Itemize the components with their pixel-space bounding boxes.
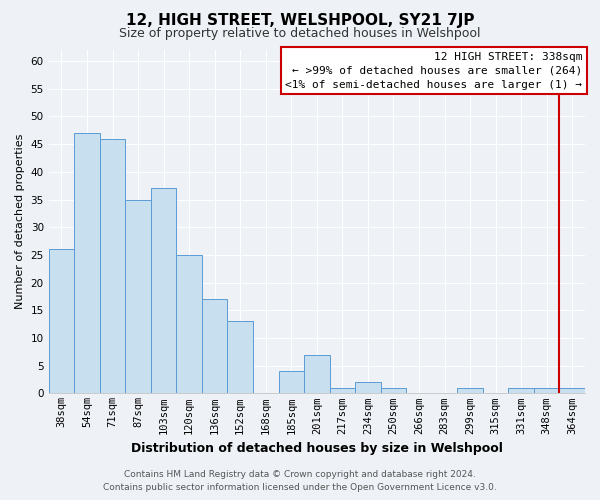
Bar (151, 188, 176, 394)
Bar (355, 382, 380, 394)
Bar (304, 354, 329, 394)
Bar (227, 322, 253, 394)
Text: 12 HIGH STREET: 338sqm
← >99% of detached houses are smaller (264)
<1% of semi-d: 12 HIGH STREET: 338sqm ← >99% of detache… (286, 52, 583, 90)
Text: Size of property relative to detached houses in Welshpool: Size of property relative to detached ho… (119, 28, 481, 40)
Bar (176, 255, 202, 394)
Bar (49, 250, 74, 394)
Text: Contains HM Land Registry data © Crown copyright and database right 2024.
Contai: Contains HM Land Registry data © Crown c… (103, 470, 497, 492)
Bar (100, 138, 125, 394)
Y-axis label: Number of detached properties: Number of detached properties (15, 134, 25, 310)
Bar (125, 200, 151, 394)
Bar (457, 388, 483, 394)
Text: 12, HIGH STREET, WELSHPOOL, SY21 7JP: 12, HIGH STREET, WELSHPOOL, SY21 7JP (126, 12, 474, 28)
Bar (74, 133, 100, 394)
Bar (534, 388, 559, 394)
Bar (278, 371, 304, 394)
Bar (559, 388, 585, 394)
X-axis label: Distribution of detached houses by size in Welshpool: Distribution of detached houses by size … (131, 442, 503, 455)
Bar (329, 388, 355, 394)
Bar (202, 299, 227, 394)
Bar (508, 388, 534, 394)
Bar (380, 388, 406, 394)
